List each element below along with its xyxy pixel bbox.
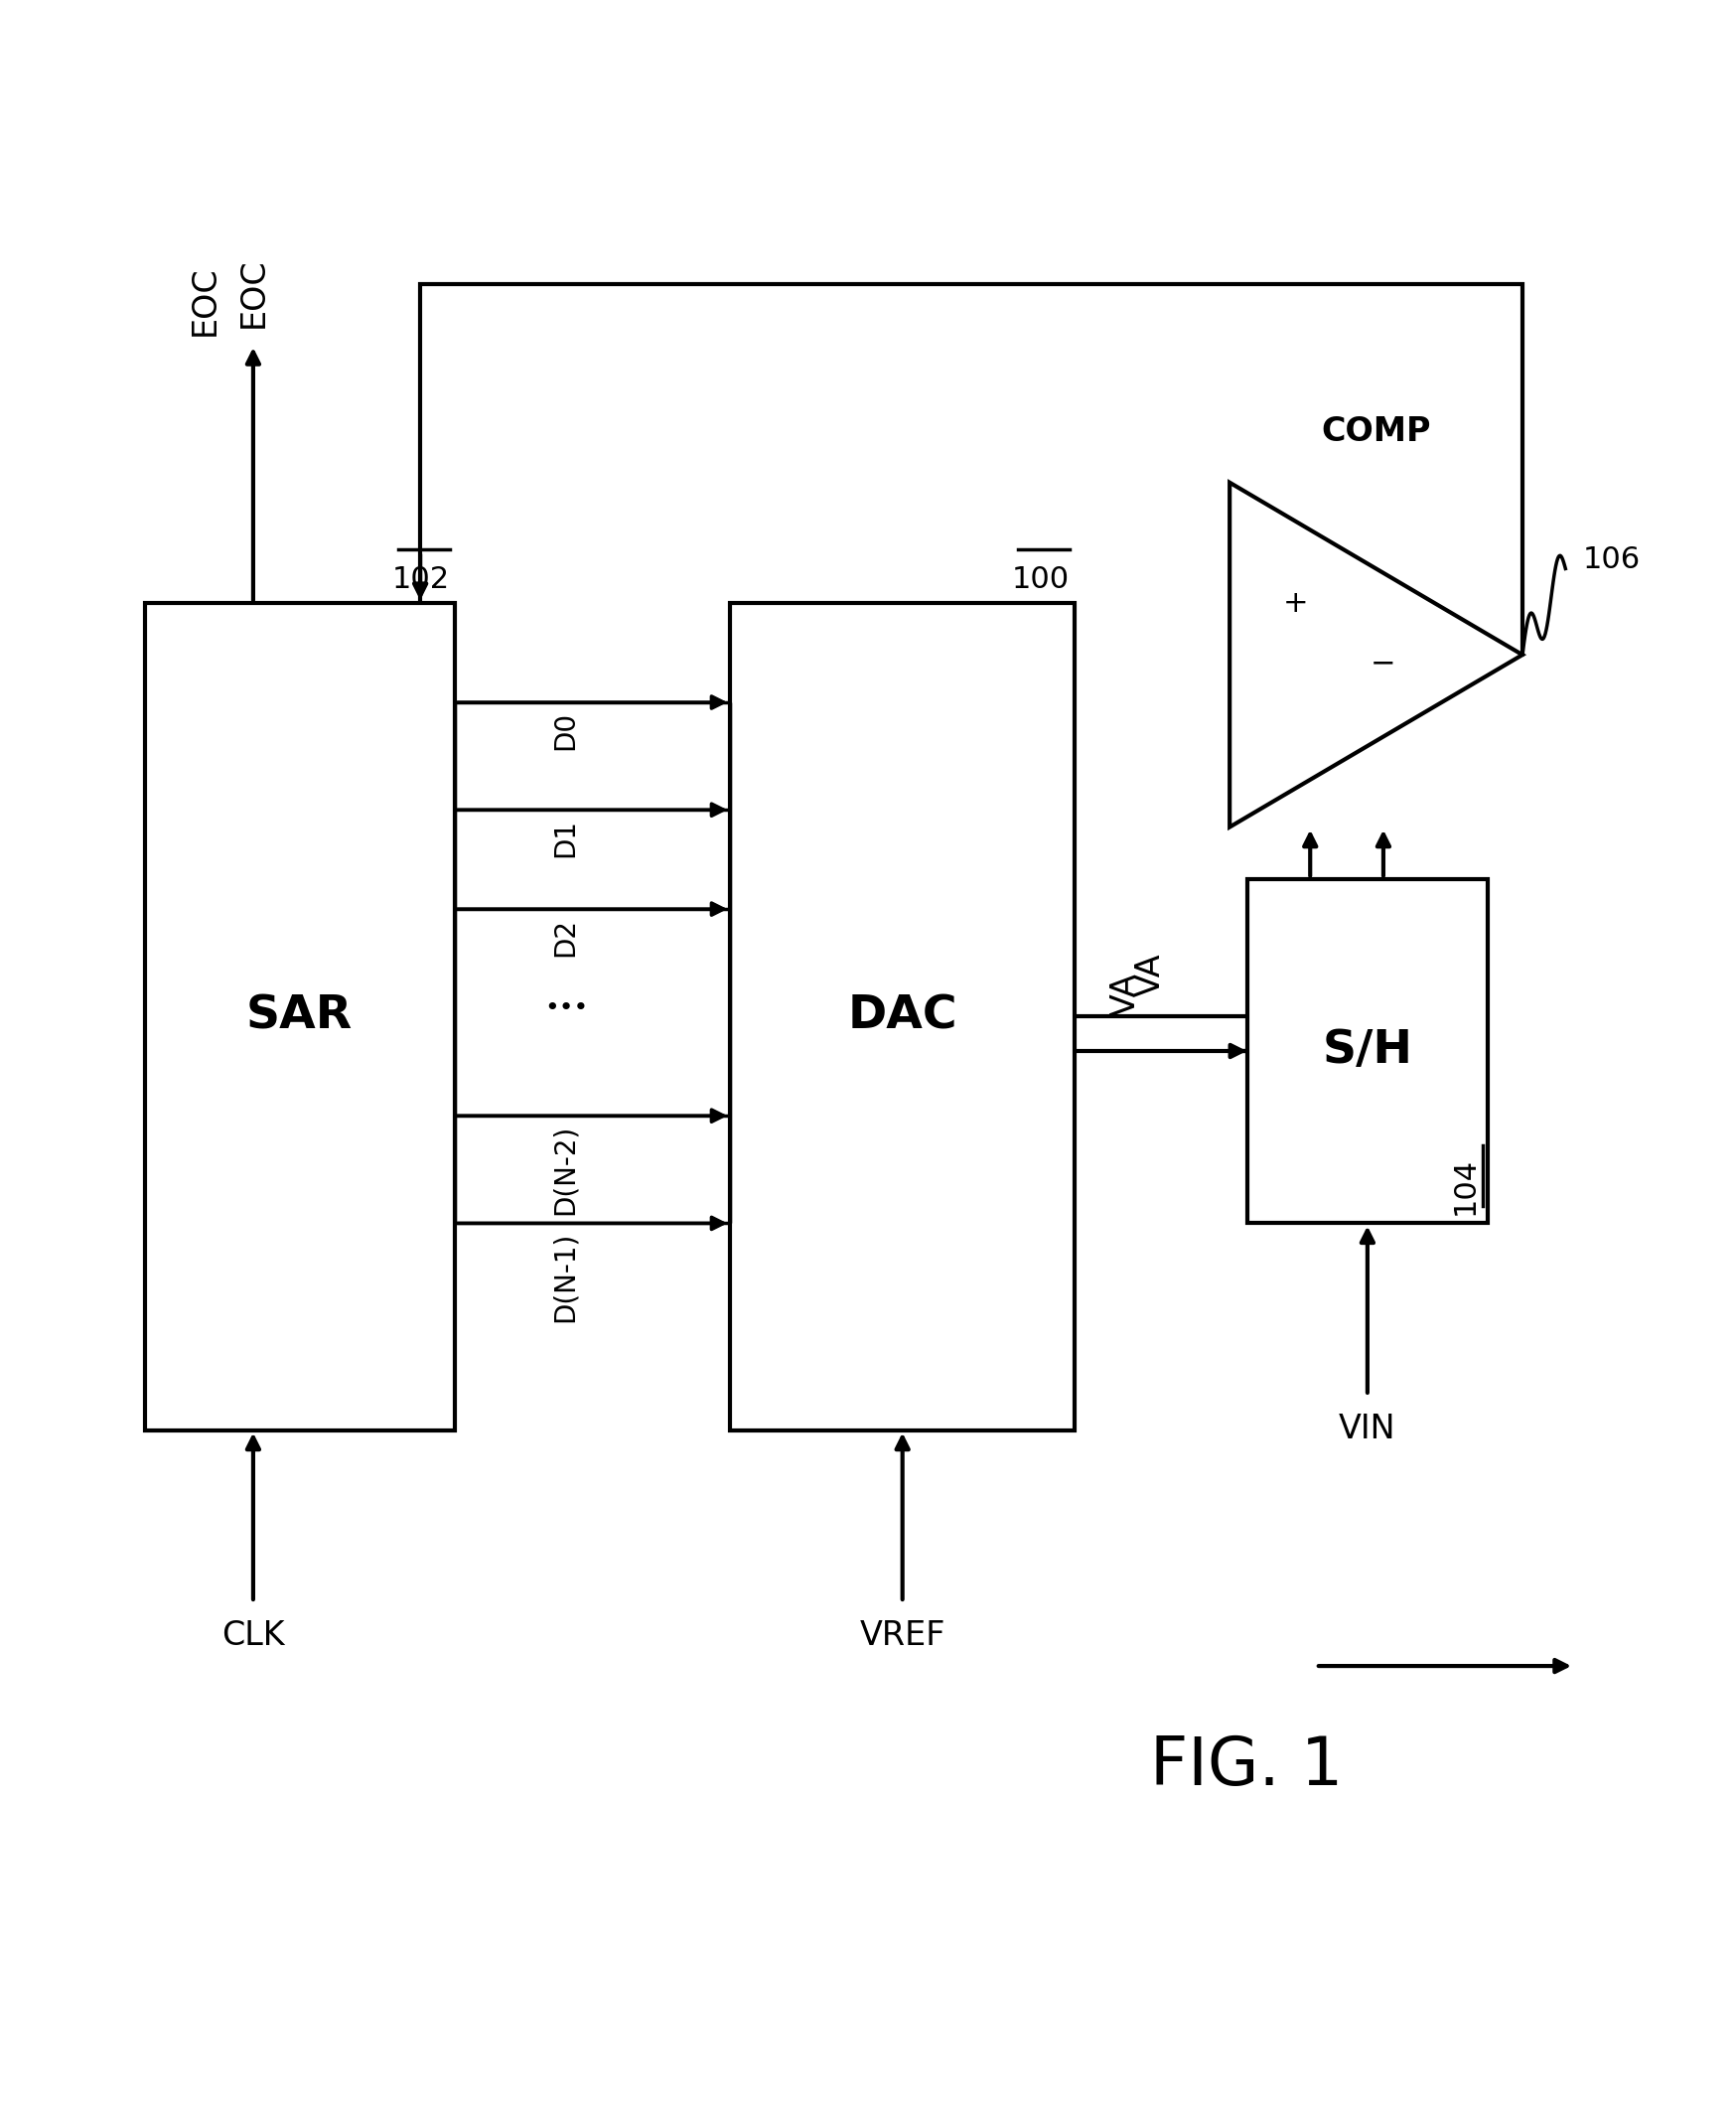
Text: VA: VA [1134, 952, 1167, 996]
Text: −: − [1371, 650, 1396, 677]
Text: D0: D0 [550, 710, 578, 750]
Text: VA: VA [1109, 973, 1142, 1017]
Text: DAC: DAC [847, 994, 957, 1038]
Bar [731, 603, 1075, 1429]
Text: SAR: SAR [247, 994, 352, 1038]
Text: CLK: CLK [222, 1619, 285, 1652]
Text: EOC: EOC [189, 267, 220, 336]
Text: +: + [1283, 589, 1309, 618]
Text: 102: 102 [392, 565, 450, 595]
Text: D2: D2 [550, 919, 578, 956]
Bar [1246, 879, 1488, 1223]
Text: 104: 104 [1451, 1156, 1479, 1215]
Text: COMP: COMP [1321, 416, 1430, 448]
Text: •••: ••• [545, 996, 589, 1019]
Text: EOC: EOC [236, 256, 269, 328]
Text: D(N-2): D(N-2) [550, 1125, 578, 1215]
Text: D(N-1): D(N-1) [550, 1232, 578, 1322]
Text: S/H: S/H [1323, 1028, 1413, 1074]
Bar [144, 603, 455, 1429]
Text: VIN: VIN [1338, 1413, 1396, 1446]
Text: D1: D1 [550, 818, 578, 858]
Text: 100: 100 [1012, 565, 1069, 595]
Text: VREF: VREF [859, 1619, 946, 1652]
Text: 106: 106 [1583, 547, 1641, 574]
Text: FIG. 1: FIG. 1 [1151, 1734, 1344, 1799]
